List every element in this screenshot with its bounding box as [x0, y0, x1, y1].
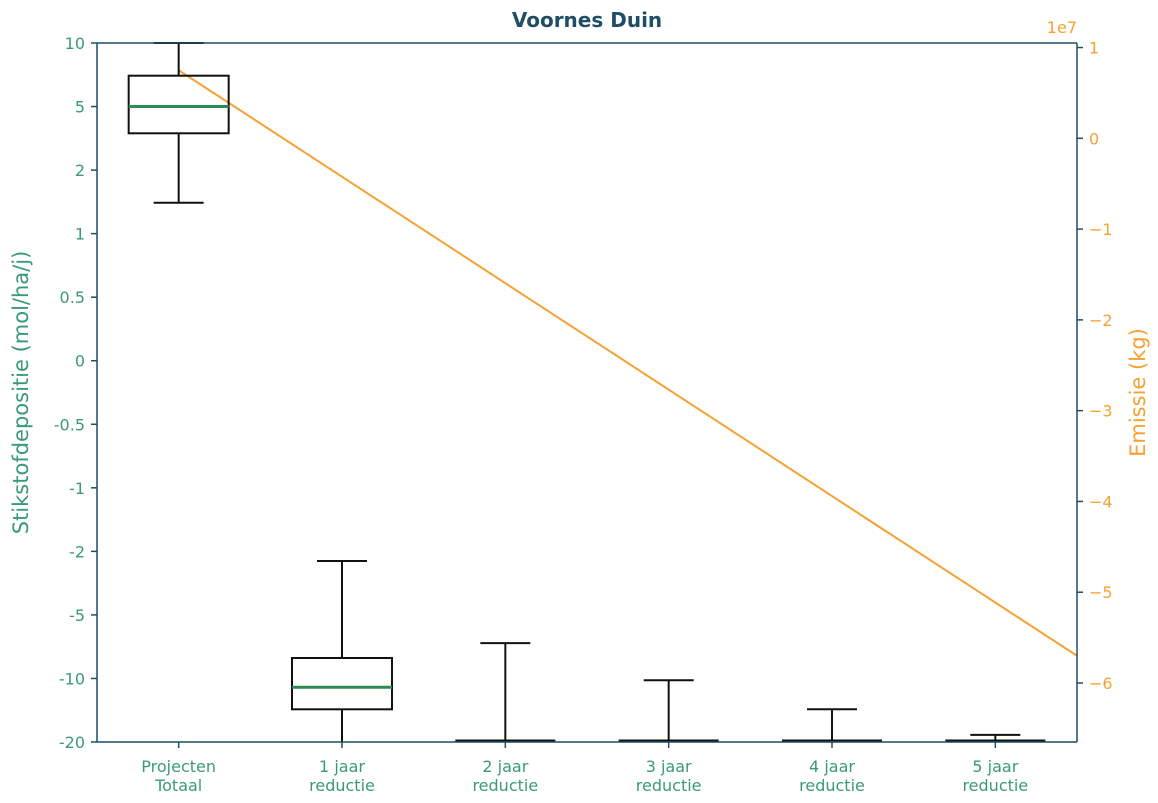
chart-title: Voornes Duin [512, 8, 662, 32]
left-tick-label: -0.5 [54, 415, 85, 434]
x-tick-label: 2 jaar reductie [472, 757, 538, 795]
x-tick-label: Projecten Totaal [141, 757, 216, 795]
x-tick-label: 3 jaar reductie [636, 757, 702, 795]
x-tick-label-line: reductie [636, 776, 702, 795]
left-tick-label: -10 [59, 669, 85, 688]
box-1 [291, 560, 393, 742]
left-tick-label: 5 [75, 98, 85, 117]
box-iqr [127, 74, 230, 135]
x-tick-label: 1 jaar reductie [309, 757, 375, 795]
left-tick-label: -5 [69, 606, 85, 625]
x-tick-label-line: reductie [799, 776, 865, 795]
left-tick-label: 2 [75, 161, 85, 180]
x-tick-label-line: reductie [309, 776, 375, 795]
right-tick-label: −1 [1089, 220, 1113, 239]
box-3 [618, 679, 719, 743]
right-tick-label: −5 [1089, 583, 1113, 602]
right-tick-label: −4 [1089, 492, 1113, 511]
x-tick-label-line: 4 jaar [809, 757, 855, 776]
left-axis-label: Stikstofdepositie (mol/ha/j) [9, 251, 33, 535]
right-tick-label: −2 [1089, 311, 1113, 330]
left-tick-label: -2 [69, 542, 85, 561]
x-tick-label-line: 3 jaar [646, 757, 692, 776]
box-iqr [291, 656, 393, 711]
x-tick-label-line: reductie [962, 776, 1028, 795]
left-tick-label: 0 [75, 352, 85, 371]
right-tick-label: −6 [1089, 674, 1113, 693]
left-tick-label: 10 [65, 34, 85, 53]
right-tick-label: 1 [1089, 39, 1099, 58]
left-tick-label: 0.5 [60, 288, 85, 307]
x-tick-label-line: Totaal [154, 776, 202, 795]
left-tick-label: -1 [69, 479, 85, 498]
x-tick-label-line: Projecten [141, 757, 216, 776]
right-tick-label: 0 [1089, 129, 1099, 148]
box-0 [127, 42, 230, 204]
left-tick-label: 1 [75, 225, 85, 244]
box-2 [455, 642, 556, 743]
x-tick-label: 4 jaar reductie [799, 757, 865, 795]
x-tick-label-line: reductie [472, 776, 538, 795]
box-5 [945, 733, 1046, 743]
right-axis-label: Emissie (kg) [1126, 328, 1150, 457]
left-tick-label: -20 [59, 733, 85, 752]
x-tick-label-line: 5 jaar [972, 757, 1018, 776]
emission-line [178, 69, 1078, 657]
right-tick-label: −3 [1089, 402, 1113, 421]
x-tick-label: 5 jaar reductie [962, 757, 1028, 795]
box-4 [782, 708, 882, 743]
x-tick-label-line: 1 jaar [319, 757, 365, 776]
right-axis-offset-text: 1e7 [1047, 18, 1077, 37]
x-tick-label-line: 2 jaar [482, 757, 528, 776]
